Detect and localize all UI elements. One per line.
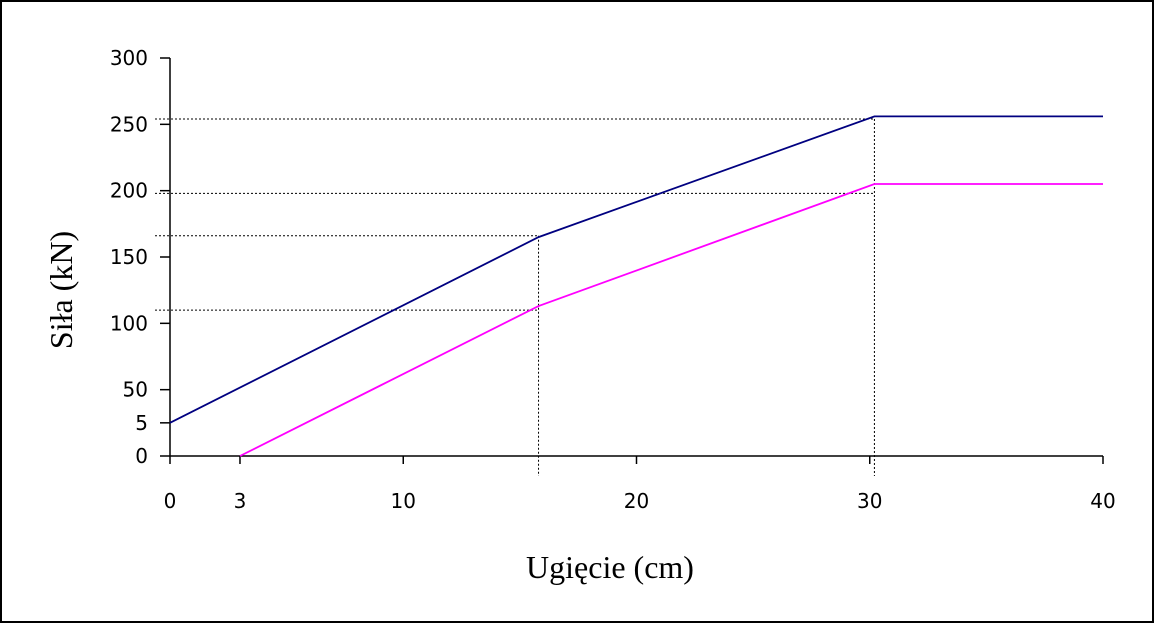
series-line bbox=[169, 115, 1103, 424]
x-tick-label: 20 bbox=[624, 489, 649, 513]
y-tick-label: 100 bbox=[110, 311, 148, 335]
y-tick-label: 200 bbox=[110, 179, 148, 203]
y-tick-label: 5 bbox=[135, 411, 148, 435]
x-tick-label: 30 bbox=[857, 489, 882, 513]
y-tick-label: 0 bbox=[135, 444, 148, 468]
y-tick-label: 150 bbox=[110, 245, 148, 269]
y-tick-label: 300 bbox=[110, 46, 148, 70]
y-axis-title: Siła (kN) bbox=[43, 231, 79, 349]
y-tick-label: 250 bbox=[110, 112, 148, 136]
x-tick-label: 10 bbox=[391, 489, 416, 513]
x-tick-label: 0 bbox=[164, 489, 177, 513]
x-tick-label: 40 bbox=[1090, 489, 1115, 513]
x-axis-title: Ugięcie (cm) bbox=[526, 549, 694, 585]
series-line bbox=[239, 183, 1103, 457]
x-tick-label: 3 bbox=[234, 489, 247, 513]
y-tick-label: 50 bbox=[123, 378, 148, 402]
